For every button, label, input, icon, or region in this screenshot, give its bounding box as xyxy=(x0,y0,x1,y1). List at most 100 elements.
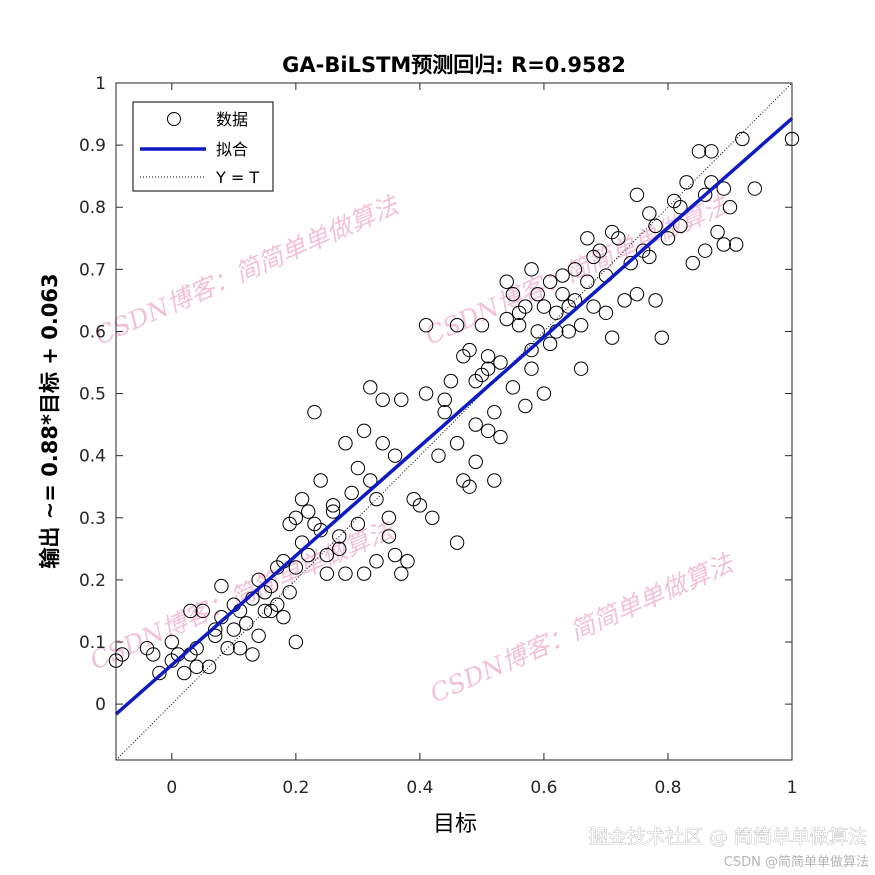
data-point xyxy=(220,641,235,656)
data-point xyxy=(493,355,508,370)
data-point xyxy=(480,349,496,364)
data-point xyxy=(400,554,415,569)
y-tick-label: 0.2 xyxy=(79,571,106,591)
data-point xyxy=(747,181,762,196)
data-point xyxy=(567,262,583,277)
data-point xyxy=(462,342,477,358)
footer-credit: 掘金技术社区 @ 简简单单做算法 xyxy=(589,826,867,848)
data-point xyxy=(505,380,521,395)
data-point xyxy=(350,516,366,532)
data-point xyxy=(505,286,521,302)
data-point xyxy=(387,547,403,563)
data-point xyxy=(164,634,180,650)
data-point xyxy=(462,479,477,494)
data-point xyxy=(499,274,514,289)
data-point xyxy=(580,274,595,289)
data-point xyxy=(629,187,645,202)
data-point xyxy=(449,535,465,550)
data-point xyxy=(214,578,229,594)
data-point xyxy=(536,299,552,314)
y-tick-label: 0.1 xyxy=(79,633,106,653)
lines-layer xyxy=(115,82,793,761)
data-point xyxy=(530,324,545,339)
data-point xyxy=(425,510,440,525)
data-point xyxy=(611,231,626,246)
y-tick-label: 0 xyxy=(95,695,106,715)
data-point xyxy=(592,243,607,258)
data-point xyxy=(716,181,731,196)
data-point xyxy=(493,429,508,445)
data-point xyxy=(735,131,750,147)
data-point xyxy=(629,286,645,302)
data-point xyxy=(332,541,347,557)
data-point xyxy=(449,318,465,333)
data-point xyxy=(431,448,446,463)
legend-label-data: 数据 xyxy=(216,110,248,129)
legend-label-fit: 拟合 xyxy=(216,140,248,159)
data-point xyxy=(418,386,434,401)
data-point xyxy=(301,547,316,563)
data-point xyxy=(418,318,434,333)
data-point xyxy=(561,324,576,339)
data-point xyxy=(394,392,409,407)
data-point xyxy=(288,634,304,650)
data-point xyxy=(325,504,341,519)
data-point xyxy=(524,262,539,277)
data-point xyxy=(697,243,713,258)
data-point xyxy=(363,473,378,488)
data-point xyxy=(369,554,384,569)
data-point xyxy=(350,460,366,476)
data-point xyxy=(518,398,533,414)
data-point xyxy=(232,641,248,656)
footer-subcredit: CSDN @简简单单做算法 xyxy=(724,854,869,870)
data-point xyxy=(518,299,533,314)
data-point xyxy=(487,473,502,488)
data-point xyxy=(177,665,192,681)
data-point xyxy=(288,560,304,575)
data-point xyxy=(536,386,552,401)
data-point xyxy=(325,498,341,513)
data-point xyxy=(549,305,564,321)
identity-line xyxy=(115,82,793,761)
data-point xyxy=(319,566,335,581)
tick-labels: 0 0.2 0.4 0.6 0.8 1 0 0.1 0.2 0.3 0.4 0.5 0.6 0.7 0.8 0… xyxy=(79,74,797,798)
data-point xyxy=(468,454,483,470)
data-point xyxy=(542,274,558,289)
data-point xyxy=(332,529,347,544)
data-point xyxy=(697,187,713,202)
data-point xyxy=(691,144,707,159)
data-point xyxy=(555,286,570,302)
data-point xyxy=(660,231,676,246)
data-point xyxy=(195,603,211,619)
data-point xyxy=(449,436,465,451)
data-point xyxy=(356,423,372,439)
fit-line xyxy=(114,117,794,716)
data-point xyxy=(338,436,353,451)
x-tick-label: 0.6 xyxy=(530,778,557,798)
axes xyxy=(115,82,793,761)
data-point xyxy=(573,361,589,376)
data-point xyxy=(319,547,335,563)
data-point xyxy=(704,144,719,159)
y-tick-label: 0.8 xyxy=(79,198,106,218)
y-axis-label: 输出 ~= 0.88*目标 + 0.063 xyxy=(38,273,62,568)
data-point xyxy=(673,218,688,234)
y-tick-label: 0.9 xyxy=(79,136,106,156)
data-point xyxy=(381,529,397,544)
data-point xyxy=(282,585,297,600)
legend-marker-circle xyxy=(167,112,181,126)
data-point xyxy=(530,286,545,302)
data-point xyxy=(375,392,390,407)
data-point xyxy=(437,404,452,420)
data-point xyxy=(208,628,223,643)
data-point xyxy=(412,498,428,513)
data-point xyxy=(394,566,409,581)
x-tick-label: 0.2 xyxy=(282,778,309,798)
y-tick-label: 0.5 xyxy=(79,385,106,405)
data-point xyxy=(487,404,502,420)
data-point xyxy=(474,318,490,333)
data-point xyxy=(480,361,496,376)
data-point xyxy=(710,224,725,240)
data-point xyxy=(226,622,242,637)
